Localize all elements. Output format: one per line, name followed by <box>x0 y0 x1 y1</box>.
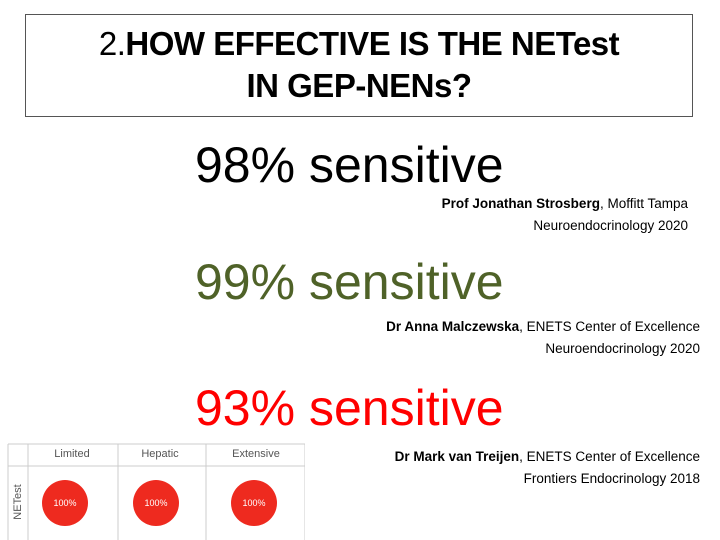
row-label: NETest <box>12 484 24 520</box>
citation: Dr Anna Malczewska, ENETS Center of Exce… <box>386 316 700 360</box>
table-grid <box>7 443 305 540</box>
journal: Frontiers Endocrinology 2018 <box>523 471 700 486</box>
affiliation: , Moffitt Tampa <box>599 196 688 211</box>
column-header: Extensive <box>232 448 280 460</box>
result-table: NETest Limited Hepatic Extensive 100% 100% 10… <box>0 440 305 540</box>
title-number: 2. <box>98 25 126 62</box>
affiliation: , ENETS Center of Excellence <box>519 319 700 334</box>
result-circle: 100% <box>42 480 88 526</box>
column-header: Hepatic <box>141 448 179 460</box>
title-box: 2.HOW EFFECTIVE IS THE NETest IN GEP-NEN… <box>25 14 693 117</box>
column-header: Limited <box>54 448 90 460</box>
title-text: HOW EFFECTIVE IS THE NETest <box>125 25 620 62</box>
citation: Prof Jonathan Strosberg, Moffitt Tampa Ne… <box>442 193 688 237</box>
citation-line: Dr Mark van Treijen, ENETS Center of Exc… <box>395 446 700 468</box>
title-line: 2.HOW EFFECTIVE IS THE NETest <box>26 23 692 65</box>
citation: Dr Mark van Treijen, ENETS Center of Exc… <box>395 446 700 490</box>
author: Prof Jonathan Strosberg <box>441 196 600 211</box>
title-line: IN GEP-NENs? <box>26 65 692 107</box>
journal: Neuroendocrinology 2020 <box>533 218 688 233</box>
result-circle: 100% <box>133 480 179 526</box>
author: Dr Anna Malczewska <box>386 319 520 334</box>
headline: 98% sensitive <box>195 137 504 193</box>
citation-line: Dr Anna Malczewska, ENETS Center of Exce… <box>386 316 700 338</box>
headline: 99% sensitive <box>195 254 504 310</box>
affiliation: , ENETS Center of Excellence <box>519 449 700 464</box>
result-circle: 100% <box>231 480 277 526</box>
author: Dr Mark van Treijen <box>394 449 520 464</box>
title-text: IN GEP-NENs? <box>246 67 472 104</box>
headline: 93% sensitive <box>195 380 504 436</box>
journal: Neuroendocrinology 2020 <box>545 341 700 356</box>
citation-line: Prof Jonathan Strosberg, Moffitt Tampa <box>442 193 688 215</box>
